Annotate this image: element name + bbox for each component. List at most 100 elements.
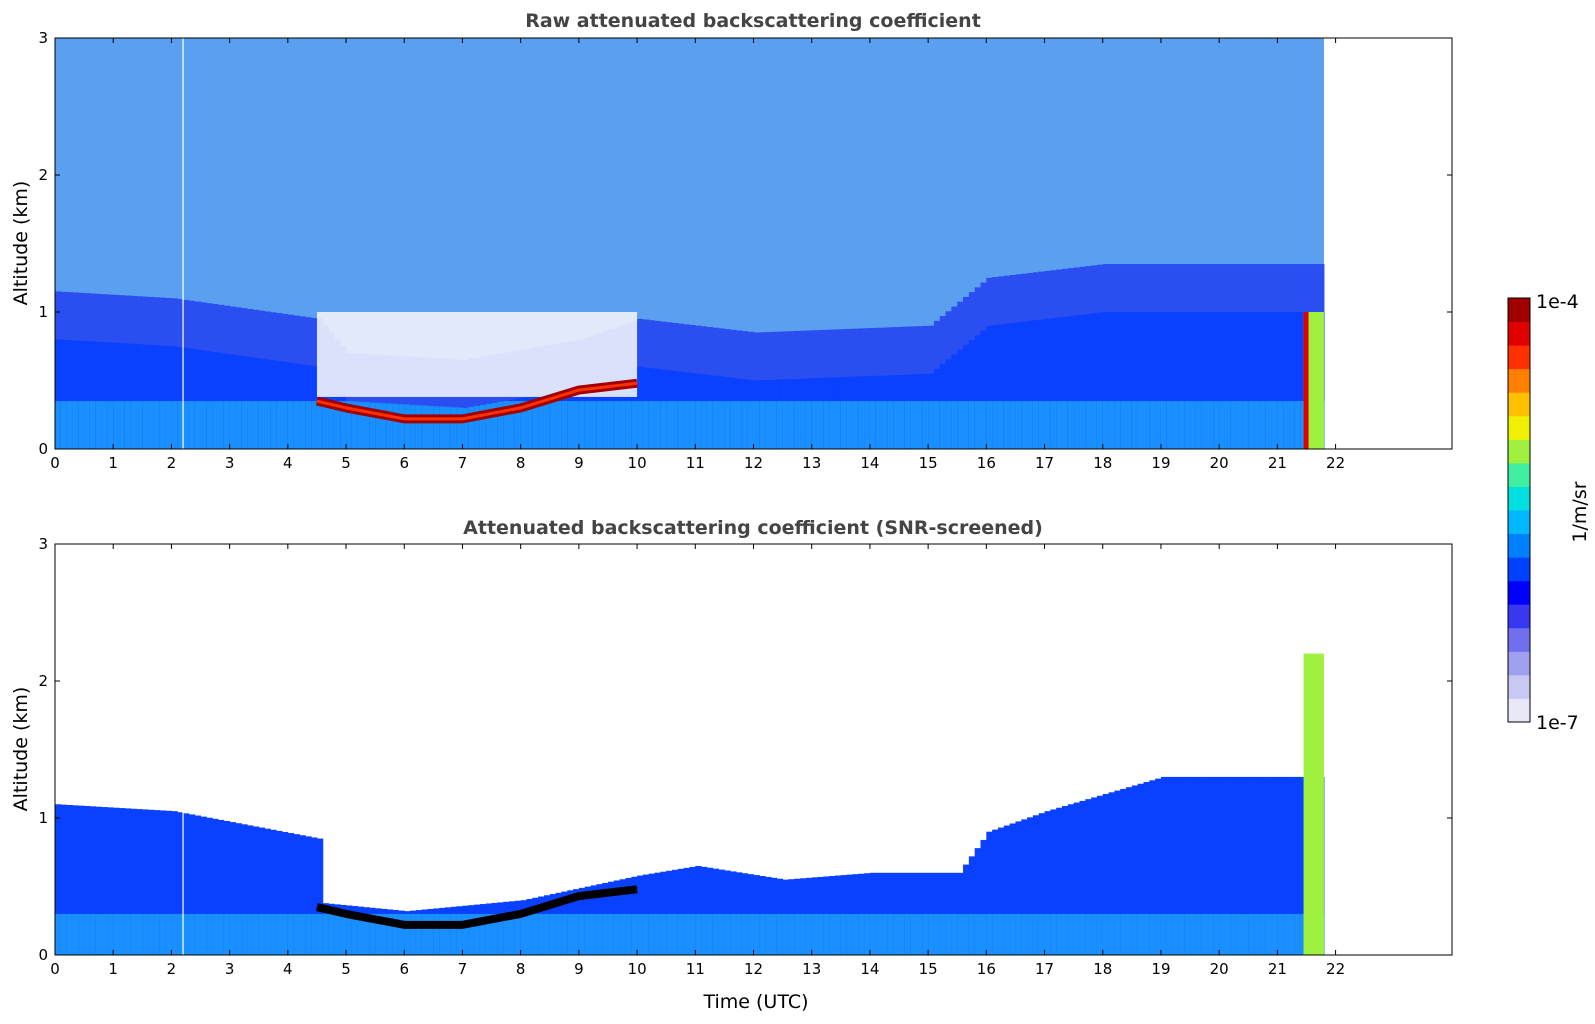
screened-surface-layer bbox=[1091, 913, 1098, 955]
raw-boundary-layer-core bbox=[101, 342, 108, 449]
raw-boundary-layer-core bbox=[107, 342, 114, 449]
screened-surface-layer bbox=[1131, 913, 1139, 955]
screened-surface-layer bbox=[520, 913, 527, 955]
raw-surface-layer bbox=[1283, 401, 1290, 449]
screened-aerosol-column bbox=[316, 838, 324, 955]
raw-surface-layer bbox=[153, 401, 161, 449]
raw-boundary-layer-core bbox=[1230, 312, 1238, 449]
raw-boundary-layer-core bbox=[1056, 317, 1063, 449]
raw-surface-layer bbox=[1096, 401, 1104, 449]
raw-surface-layer bbox=[922, 401, 929, 449]
screened-surface-layer bbox=[683, 913, 690, 955]
raw-surface-layer bbox=[829, 401, 836, 449]
screened-surface-layer bbox=[834, 913, 842, 955]
raw-surface-layer bbox=[881, 401, 888, 449]
raw-boundary-layer-core bbox=[1160, 312, 1168, 449]
screened-aerosol-column bbox=[1044, 811, 1051, 955]
screened-aerosol-column bbox=[1207, 776, 1214, 955]
panel-screened: Attenuated backscattering coefficient (S… bbox=[10, 517, 1453, 1013]
raw-boundary-layer-core bbox=[95, 341, 103, 449]
raw-surface-layer bbox=[637, 401, 644, 449]
screened-aerosol-column bbox=[229, 822, 236, 955]
x-tick-label: 7 bbox=[458, 960, 468, 978]
raw-surface-layer bbox=[625, 401, 632, 449]
screened-surface-layer bbox=[444, 913, 452, 955]
raw-boundary-layer-core bbox=[130, 343, 137, 449]
screened-surface-layer bbox=[759, 913, 766, 955]
raw-surface-layer bbox=[130, 401, 137, 449]
raw-surface-layer bbox=[1155, 401, 1162, 449]
x-tick-label: 16 bbox=[977, 960, 996, 978]
screened-aerosol-column bbox=[130, 808, 137, 955]
raw-surface-layer bbox=[701, 401, 708, 449]
raw-surface-layer bbox=[101, 401, 108, 449]
screened-surface-layer bbox=[1155, 913, 1162, 955]
raw-surface-layer bbox=[1003, 401, 1011, 449]
screened-surface-layer bbox=[1195, 913, 1203, 955]
screened-surface-layer bbox=[415, 913, 423, 955]
raw-surface-layer bbox=[1248, 401, 1255, 449]
raw-surface-layer bbox=[84, 401, 91, 449]
raw-boundary-layer-core bbox=[1096, 312, 1104, 449]
raw-surface-layer bbox=[770, 401, 778, 449]
screened-aerosol-column bbox=[264, 828, 271, 955]
raw-surface-layer bbox=[1236, 401, 1243, 449]
raw-surface-layer bbox=[933, 401, 941, 449]
x-tick-label: 9 bbox=[574, 960, 584, 978]
x-tick-label: 10 bbox=[628, 454, 647, 472]
raw-surface-layer bbox=[247, 401, 254, 449]
screened-surface-layer bbox=[60, 913, 68, 955]
colorbar-step bbox=[1508, 674, 1530, 699]
raw-boundary-layer-core bbox=[1172, 312, 1179, 449]
screened-surface-layer bbox=[1096, 913, 1104, 955]
screened-surface-layer bbox=[1067, 913, 1075, 955]
screened-surface-layer bbox=[287, 913, 295, 955]
raw-boundary-layer-column bbox=[433, 358, 440, 449]
screened-aerosol-column bbox=[66, 804, 73, 955]
screened-surface-layer bbox=[1254, 913, 1261, 955]
raw-surface-layer bbox=[1091, 401, 1098, 449]
raw-surface-layer bbox=[1114, 401, 1121, 449]
screened-surface-layer bbox=[1015, 913, 1022, 955]
raw-surface-layer bbox=[485, 403, 493, 449]
raw-surface-layer bbox=[252, 401, 260, 449]
screened-surface-layer bbox=[427, 913, 434, 955]
screened-aerosol-column bbox=[1155, 778, 1162, 955]
screened-aerosol-column bbox=[974, 848, 982, 955]
raw-surface-layer bbox=[183, 401, 190, 449]
screened-surface-layer bbox=[584, 913, 592, 955]
screened-surface-layer bbox=[194, 913, 202, 955]
raw-cloud-core bbox=[316, 381, 638, 421]
screened-surface-layer bbox=[718, 913, 725, 955]
screened-aerosol-column bbox=[666, 870, 673, 955]
screened-surface-layer bbox=[375, 913, 382, 955]
raw-boundary-layer-core bbox=[212, 352, 219, 449]
x-tick-label: 21 bbox=[1268, 960, 1287, 978]
raw-boundary-layer-core bbox=[997, 324, 1005, 449]
screened-surface-layer bbox=[730, 913, 737, 955]
screened-aerosol-column bbox=[1178, 776, 1185, 955]
screened-surface-layer bbox=[916, 913, 923, 955]
screened-aerosol-column bbox=[305, 836, 312, 955]
raw-boundary-layer-core bbox=[1224, 312, 1232, 449]
raw-surface-layer bbox=[444, 406, 452, 449]
screened-surface-layer bbox=[124, 913, 132, 955]
raw-surface-layer bbox=[776, 401, 784, 449]
raw-surface-layer bbox=[992, 401, 999, 449]
screened-aerosol-column bbox=[1213, 776, 1220, 955]
raw-boundary-layer-core bbox=[1050, 318, 1057, 449]
raw-surface-layer bbox=[590, 401, 597, 449]
screened-surface-layer bbox=[252, 913, 260, 955]
screened-aerosol-column bbox=[1091, 797, 1098, 955]
raw-boundary-layer-core bbox=[142, 344, 149, 449]
screened-surface-layer bbox=[264, 913, 271, 955]
raw-surface-layer bbox=[997, 401, 1005, 449]
screened-surface-layer bbox=[101, 913, 108, 955]
raw-surface-layer bbox=[1032, 401, 1040, 449]
screened-surface-layer bbox=[1259, 913, 1267, 955]
screened-surface-layer bbox=[893, 913, 900, 955]
raw-surface-layer bbox=[910, 401, 917, 449]
raw-boundary-layer-core bbox=[72, 340, 79, 449]
screened-surface-layer bbox=[607, 913, 615, 955]
raw-boundary-layer-core bbox=[1131, 312, 1139, 449]
